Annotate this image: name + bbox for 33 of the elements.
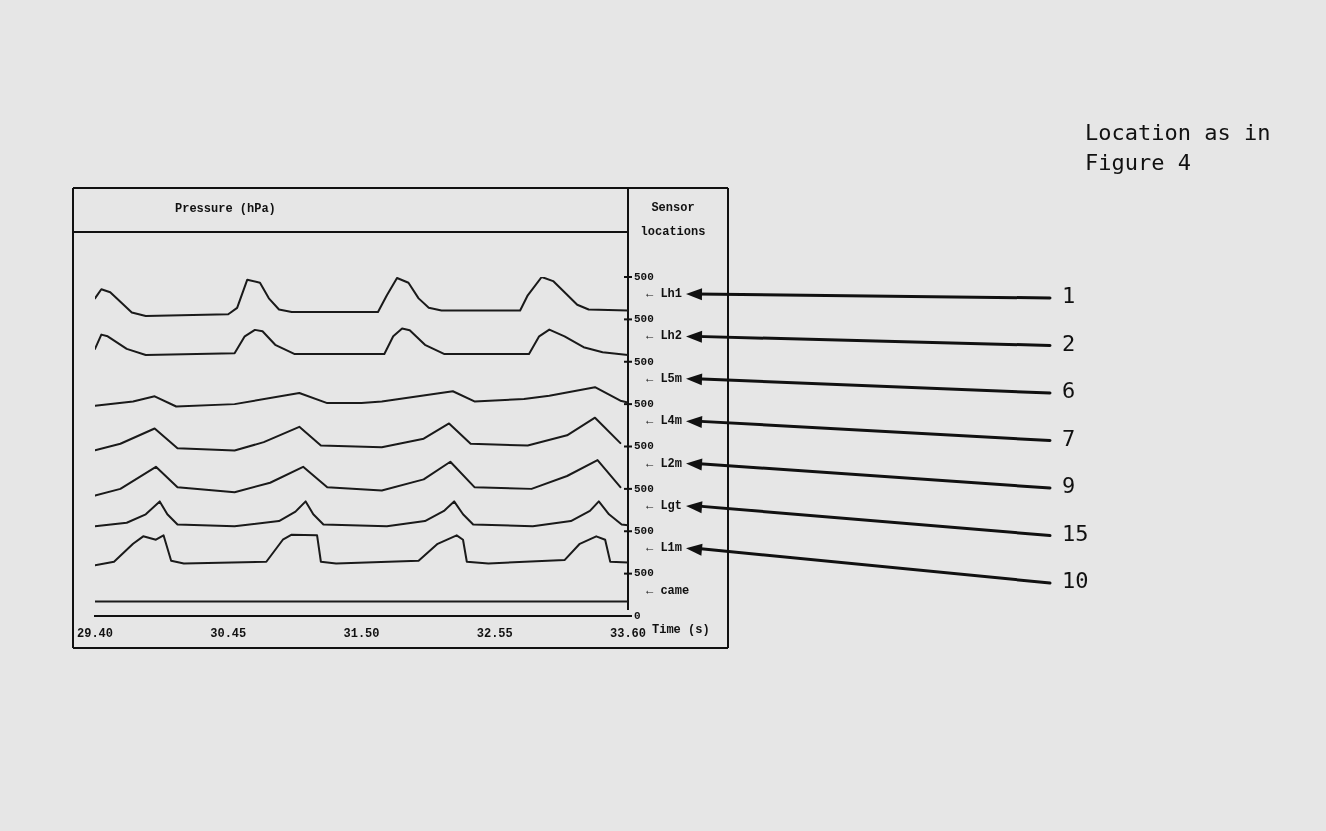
legend-label: ← L5m [646,371,683,386]
text: 500 [634,270,654,283]
legend-label: ← Lh1 [646,287,683,302]
text: 500 [634,355,654,368]
text: 500 [634,313,654,326]
text: 0 [634,609,641,622]
legend-title: Sensor locations [639,200,707,241]
chart-title: Pressure (hPa) [175,202,276,216]
legend-label: ← Lh2 [646,329,683,344]
text: 500 [634,567,654,580]
text: Location as in Figure 4 [1085,119,1272,177]
text: 500 [634,525,654,538]
legend-label: ← L2m [646,456,683,471]
x-tick-label: 33.60 [609,627,647,642]
x-tick-label: 31.50 [343,627,380,642]
series-label: ← came [646,583,690,598]
x-tick-label: 32.55 [476,627,513,642]
text: 1 [1062,283,1076,308]
text: 2 [1062,330,1076,356]
x-tick-label: 30.45 [210,627,247,642]
text: 9 [1062,473,1076,498]
text: 15 [1062,520,1089,546]
text: 6 [1062,378,1076,403]
text: 500 [634,482,654,495]
text: 10 [1062,568,1089,593]
x-tick-label: 29.40 [76,627,114,642]
legend-label: ← L4m [646,414,683,429]
text: 500 [634,397,654,410]
x-axis-title: Time (s) [652,623,710,638]
text: 7 [1062,425,1076,451]
legend-label: ← L1m [646,541,683,556]
legend-label: ← Lgt [646,498,683,513]
text: 500 [634,440,654,453]
